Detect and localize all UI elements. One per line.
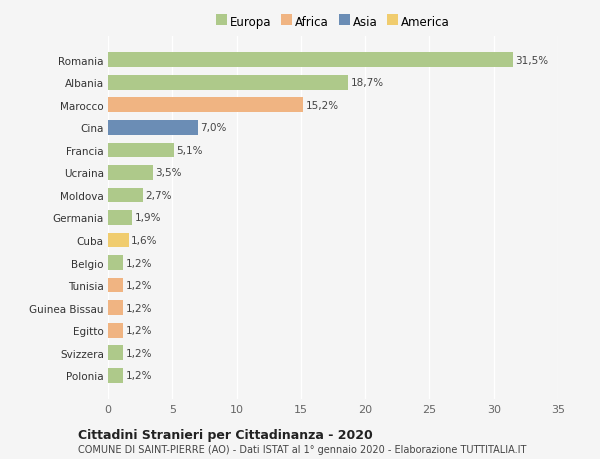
Text: 7,0%: 7,0% [200,123,227,133]
Text: 1,2%: 1,2% [126,280,152,291]
Bar [108,166,153,180]
Bar [108,368,124,383]
Bar [108,188,143,203]
Text: COMUNE DI SAINT-PIERRE (AO) - Dati ISTAT al 1° gennaio 2020 - Elaborazione TUTTI: COMUNE DI SAINT-PIERRE (AO) - Dati ISTAT… [78,444,526,454]
Bar [108,143,173,158]
Bar [108,98,304,113]
Legend: Europa, Africa, Asia, America: Europa, Africa, Asia, America [214,14,452,31]
Bar [108,121,198,135]
Bar [108,346,124,360]
Text: 5,1%: 5,1% [176,146,203,156]
Text: 1,2%: 1,2% [126,303,152,313]
Bar [108,53,513,68]
Bar [108,323,124,338]
Text: Cittadini Stranieri per Cittadinanza - 2020: Cittadini Stranieri per Cittadinanza - 2… [78,428,373,442]
Text: 2,7%: 2,7% [145,190,172,201]
Text: 1,2%: 1,2% [126,325,152,336]
Bar [108,278,124,293]
Bar [108,211,133,225]
Bar [108,256,124,270]
Text: 1,2%: 1,2% [126,258,152,268]
Text: 1,2%: 1,2% [126,370,152,381]
Bar [108,301,124,315]
Bar [108,76,349,90]
Text: 15,2%: 15,2% [306,101,339,111]
Text: 18,7%: 18,7% [351,78,384,88]
Text: 1,2%: 1,2% [126,348,152,358]
Text: 1,6%: 1,6% [131,235,158,246]
Text: 31,5%: 31,5% [515,56,548,66]
Bar [108,233,128,248]
Text: 1,9%: 1,9% [135,213,161,223]
Text: 3,5%: 3,5% [155,168,182,178]
